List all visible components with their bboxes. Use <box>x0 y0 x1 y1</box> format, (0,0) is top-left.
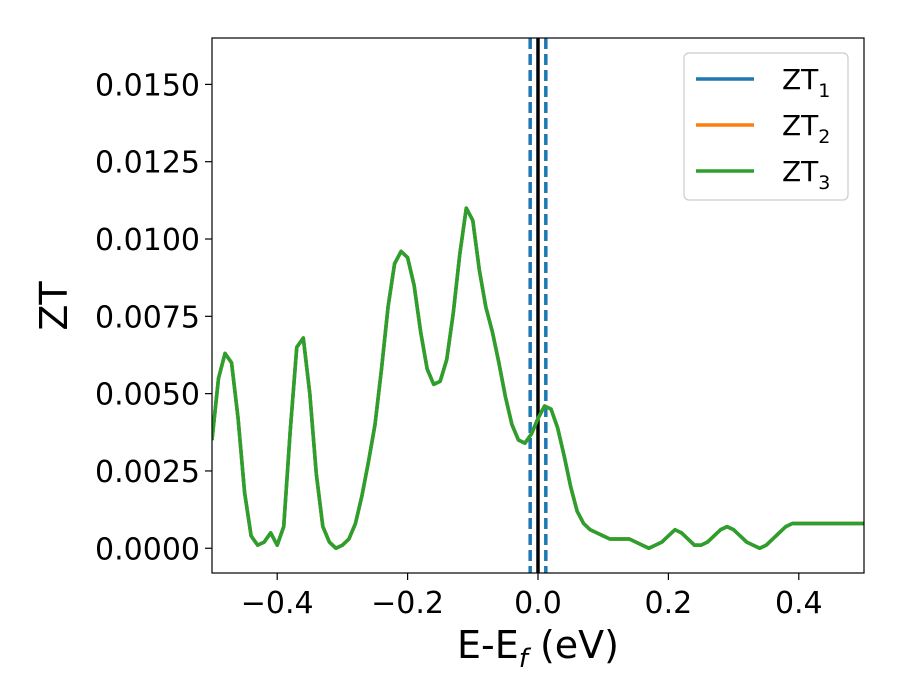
y-tick-label: 0.0000 <box>95 532 200 567</box>
series-line-3 <box>212 206 864 551</box>
y-tick-label: 0.0075 <box>95 300 200 335</box>
legend: ZT1 ZT2 ZT3 <box>683 52 849 201</box>
x-axis-ticks: −0.4 −0.2 0.0 0.2 0.4 <box>241 573 823 621</box>
x-tick-label: 0.2 <box>645 586 693 621</box>
x-axis-title-suffix: (eV) <box>528 623 619 667</box>
legend-label-2: ZT2 <box>782 109 830 148</box>
legend-label-1: ZT1 <box>782 63 830 102</box>
y-tick-label: 0.0150 <box>95 68 200 103</box>
y-tick-label: 0.0125 <box>95 146 200 181</box>
y-tick-label: 0.0050 <box>95 378 200 413</box>
x-tick-label: −0.2 <box>371 586 444 621</box>
legend-box <box>683 52 849 201</box>
y-tick-label: 0.0100 <box>95 223 200 258</box>
y-axis-title: ZT <box>32 281 76 331</box>
x-axis-title: E-Ef (eV) <box>457 623 619 674</box>
x-tick-label: 0.0 <box>514 586 562 621</box>
y-tick-label: 0.0025 <box>95 455 200 490</box>
legend-label-3: ZT3 <box>782 155 830 194</box>
y-axis-ticks: 0.0000 0.0025 0.0050 0.0075 0.0100 0.0125 0.01… <box>95 68 212 567</box>
x-tick-label: −0.4 <box>241 586 314 621</box>
x-tick-label: 0.4 <box>775 586 823 621</box>
reference-lines <box>528 38 548 573</box>
series-lines <box>212 206 864 551</box>
x-axis-title-main: E-E <box>457 623 519 667</box>
